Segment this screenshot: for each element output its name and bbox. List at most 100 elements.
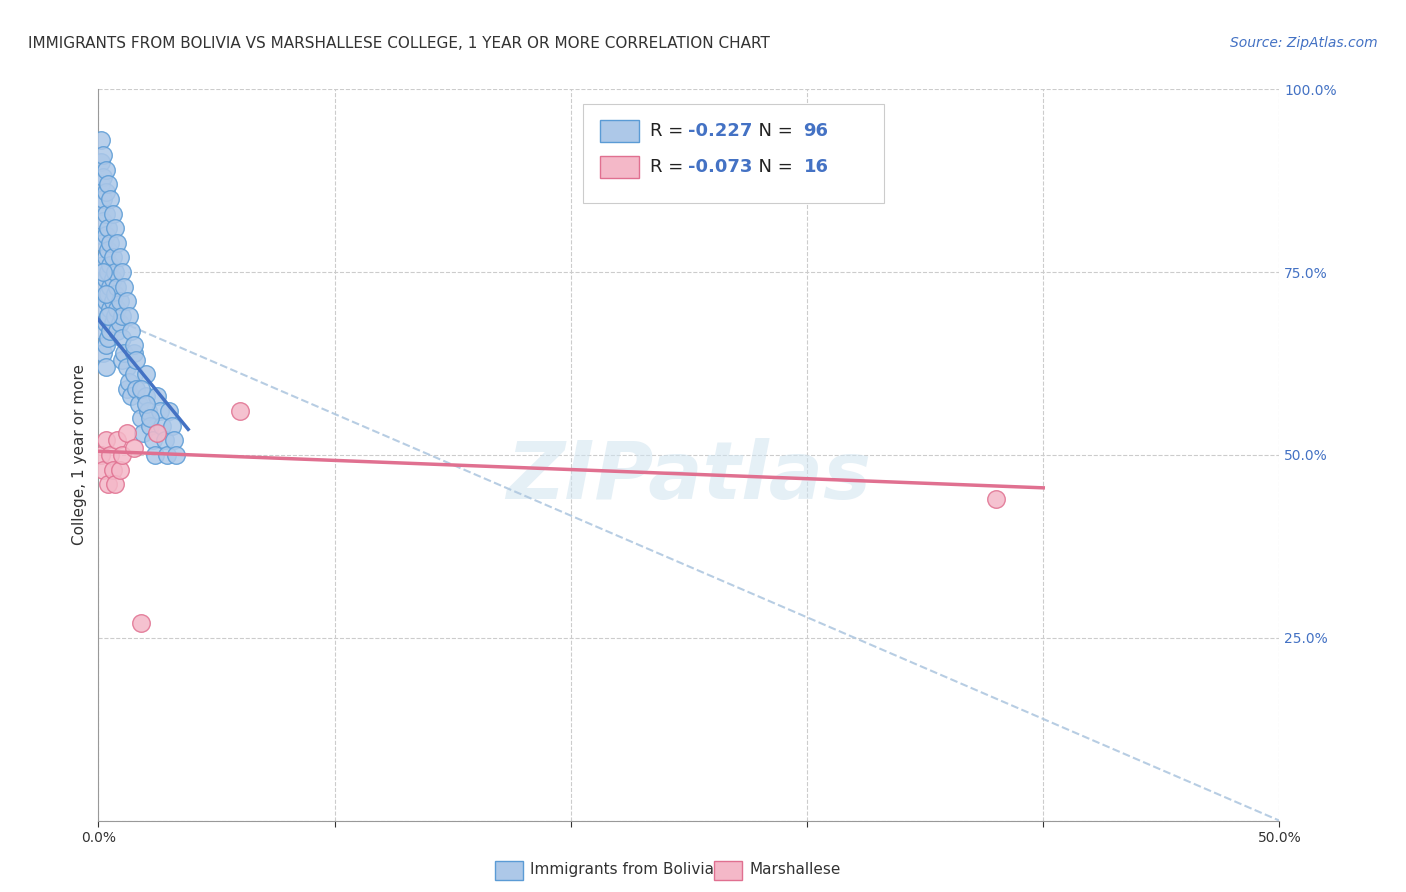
Point xyxy=(94,360,117,375)
Point xyxy=(112,279,135,293)
Point xyxy=(146,425,169,440)
Point xyxy=(98,192,121,206)
Text: Marshallese: Marshallese xyxy=(749,863,841,877)
Point xyxy=(97,243,120,257)
Point xyxy=(91,235,114,250)
Point xyxy=(153,434,176,448)
Point xyxy=(91,214,114,228)
Point xyxy=(156,448,179,462)
Point xyxy=(94,162,117,177)
Point xyxy=(139,411,162,425)
Point xyxy=(94,294,117,309)
Point xyxy=(157,404,180,418)
Point xyxy=(97,309,120,323)
Point xyxy=(101,206,124,220)
Point xyxy=(91,324,114,338)
Point xyxy=(97,178,120,192)
Point xyxy=(91,258,114,272)
Point xyxy=(105,434,128,448)
Point xyxy=(108,462,131,476)
Point xyxy=(105,324,128,338)
Point xyxy=(129,411,152,425)
Point xyxy=(139,418,162,433)
Point xyxy=(132,425,155,440)
FancyBboxPatch shape xyxy=(600,156,640,178)
Point xyxy=(111,331,134,345)
Point xyxy=(229,404,252,418)
Point xyxy=(108,316,131,330)
Point xyxy=(94,434,117,448)
Point xyxy=(115,382,138,396)
Point xyxy=(97,221,120,235)
Point xyxy=(111,265,134,279)
Point xyxy=(90,448,112,462)
Point xyxy=(98,235,121,250)
Text: 96: 96 xyxy=(803,122,828,140)
Point xyxy=(104,287,127,301)
Point xyxy=(122,338,145,352)
Text: R =: R = xyxy=(650,122,689,140)
Point xyxy=(91,265,114,279)
Point xyxy=(94,185,117,199)
Point xyxy=(90,178,112,192)
Text: R =: R = xyxy=(650,159,689,177)
Point xyxy=(165,448,187,462)
Point xyxy=(136,404,159,418)
FancyBboxPatch shape xyxy=(600,120,640,142)
Point xyxy=(122,345,145,359)
Text: ZIPatlas: ZIPatlas xyxy=(506,438,872,516)
Point xyxy=(108,251,131,265)
Point xyxy=(160,418,183,433)
Point xyxy=(129,616,152,631)
Point xyxy=(104,477,127,491)
Point xyxy=(94,287,117,301)
Point xyxy=(121,389,143,403)
Point xyxy=(111,352,134,367)
Point xyxy=(94,338,117,352)
Point xyxy=(112,345,135,359)
Point xyxy=(91,345,114,359)
Point xyxy=(135,389,157,403)
Y-axis label: College, 1 year or more: College, 1 year or more xyxy=(72,365,87,545)
Point xyxy=(94,228,117,243)
Point xyxy=(135,397,157,411)
Point xyxy=(101,272,124,286)
Point xyxy=(149,404,172,418)
Point xyxy=(101,294,124,309)
Point xyxy=(105,279,128,293)
Point xyxy=(91,192,114,206)
Point xyxy=(101,462,124,476)
Point xyxy=(91,301,114,316)
Point xyxy=(97,477,120,491)
Point xyxy=(108,294,131,309)
Text: N =: N = xyxy=(747,159,799,177)
Point xyxy=(91,279,114,293)
Point xyxy=(118,375,141,389)
Point xyxy=(128,397,150,411)
Point xyxy=(115,360,138,375)
Point xyxy=(104,309,127,323)
Point xyxy=(115,425,138,440)
Point xyxy=(91,148,114,162)
Point xyxy=(105,301,128,316)
Point xyxy=(90,228,112,243)
Point xyxy=(104,221,127,235)
Point xyxy=(98,448,121,462)
Point xyxy=(125,352,148,367)
Point xyxy=(97,331,120,345)
Point xyxy=(94,251,117,265)
Point xyxy=(101,316,124,330)
Point xyxy=(984,491,1007,506)
FancyBboxPatch shape xyxy=(582,103,884,202)
Point xyxy=(129,382,152,396)
Point xyxy=(146,389,169,403)
Point xyxy=(104,265,127,279)
Point xyxy=(122,368,145,382)
Point xyxy=(94,206,117,220)
Point xyxy=(94,316,117,330)
Point xyxy=(101,251,124,265)
Text: -0.073: -0.073 xyxy=(688,159,752,177)
Text: -0.227: -0.227 xyxy=(688,122,752,140)
Point xyxy=(135,368,157,382)
Point xyxy=(115,294,138,309)
